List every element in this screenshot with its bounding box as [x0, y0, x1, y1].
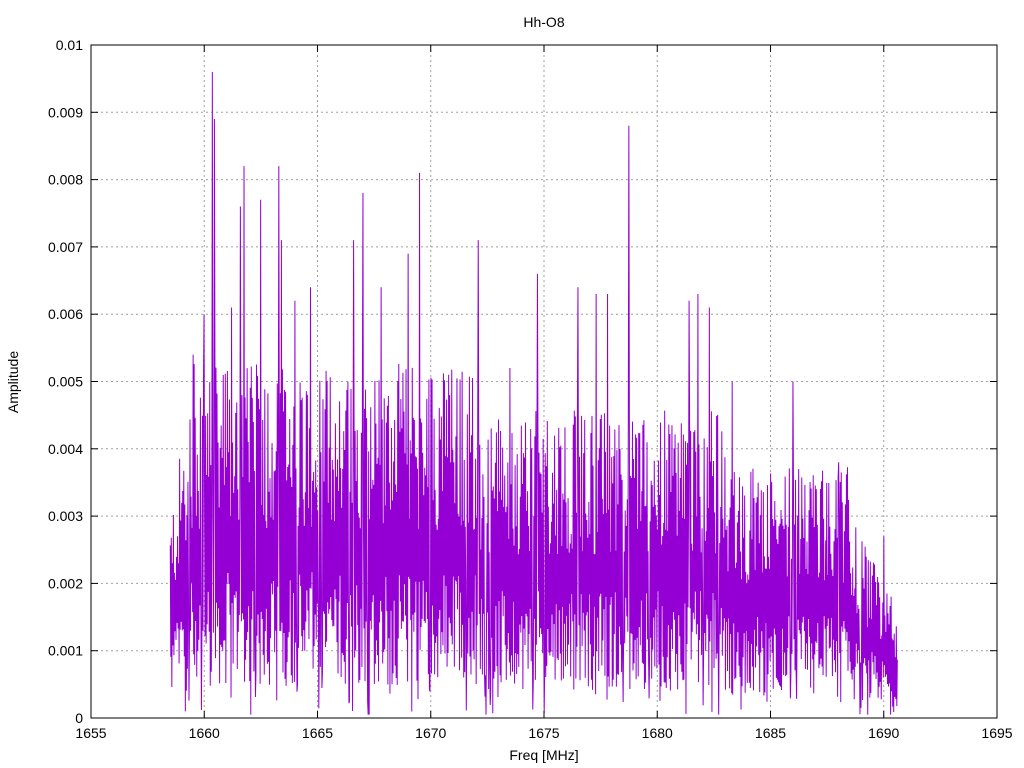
series-layer [169, 71, 898, 715]
y-tick-label: 0.001 [48, 643, 83, 659]
y-tick-label: 0 [75, 710, 83, 726]
x-tick-labels: 1655 1660 1665 1670 1675 1680 1685 1690 1695 [75, 725, 1012, 741]
x-tick-label: 1680 [642, 725, 673, 741]
x-tick-label: 1690 [868, 725, 899, 741]
axis-ticks [90, 44, 998, 719]
y-tick-label: 0.005 [48, 374, 83, 390]
x-tick-label: 1665 [302, 725, 333, 741]
y-tick-label: 0.006 [48, 306, 83, 322]
y-axis-label: Amplitude [5, 351, 21, 413]
y-tick-label: 0.007 [48, 239, 83, 255]
x-tick-label: 1660 [189, 725, 220, 741]
y-tick-label: 0.009 [48, 104, 83, 120]
x-tick-label: 1655 [75, 725, 106, 741]
x-tick-label: 1685 [755, 725, 786, 741]
y-tick-label: 0.004 [48, 441, 83, 457]
y-tick-label: 0.008 [48, 172, 83, 188]
y-tick-label: 0.003 [48, 508, 83, 524]
x-tick-label: 1695 [981, 725, 1012, 741]
y-tick-label: 0.01 [56, 37, 83, 53]
series-line [169, 71, 898, 715]
x-tick-label: 1675 [528, 725, 559, 741]
y-tick-label: 0.002 [48, 575, 83, 591]
chart-title: Hh-O8 [523, 14, 564, 30]
x-tick-label: 1670 [415, 725, 446, 741]
y-tick-labels: 0 0.001 0.002 0.003 0.004 0.005 0.006 0.007 0.00… [48, 37, 83, 726]
x-axis-label: Freq [MHz] [509, 747, 578, 763]
